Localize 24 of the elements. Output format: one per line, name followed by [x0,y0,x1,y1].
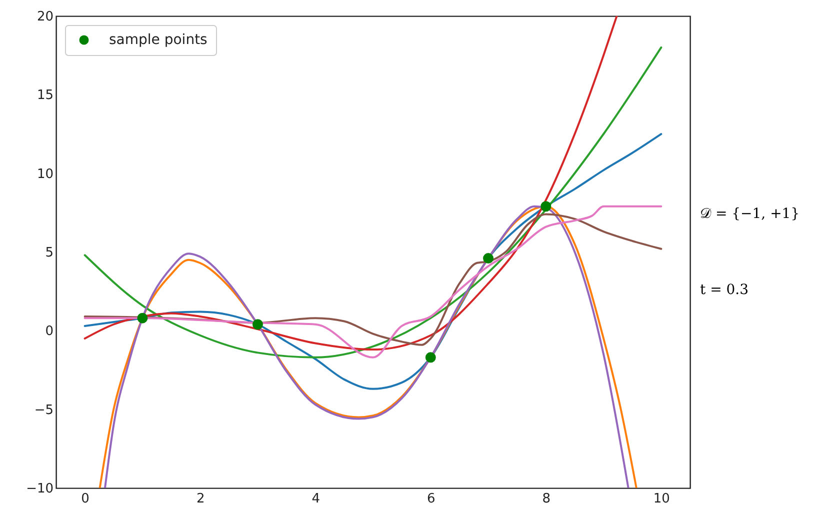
y-tick-label: 10 [36,166,54,182]
x-tick-label: 8 [542,492,551,506]
text: 𝒟 = {−1, +1} [700,206,800,222]
x-tick-label: 4 [312,492,320,506]
y-tick-label: 0 [45,324,54,340]
line-series [84,46,662,358]
point [540,201,552,212]
point [252,319,263,330]
x-tick-label: 10 [653,492,670,506]
line-series [84,133,662,390]
x-tick-label: 0 [81,492,90,506]
y-tick-label: 20 [36,10,54,24]
legend-label: sample points [109,32,208,48]
y-tick-label: 15 [36,88,54,104]
point [137,312,148,324]
line-series [84,16,618,351]
y-tick-label: −5 [34,402,54,418]
y-tick-label: −10 [26,482,54,496]
point [425,352,436,363]
x-tick-label: 6 [426,492,436,506]
text: t = 0.3 [700,282,749,298]
y-tick-label: 5 [45,246,54,260]
x-tick-label: 2 [196,492,205,506]
point [483,253,494,264]
